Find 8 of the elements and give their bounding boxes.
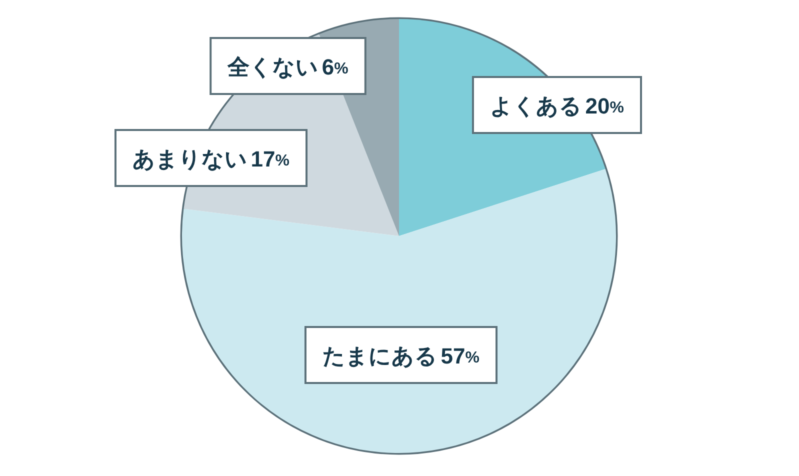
data-label: 17% [250, 146, 290, 172]
slice-label: あまりない [132, 146, 248, 172]
slice-label: よくある [490, 94, 582, 118]
data-label: 20% [585, 94, 624, 118]
data-label: 57% [440, 344, 480, 368]
data-label: 6% [322, 54, 348, 80]
slice-label: たまにある [322, 344, 438, 368]
slice-label: 全くない [226, 54, 319, 80]
